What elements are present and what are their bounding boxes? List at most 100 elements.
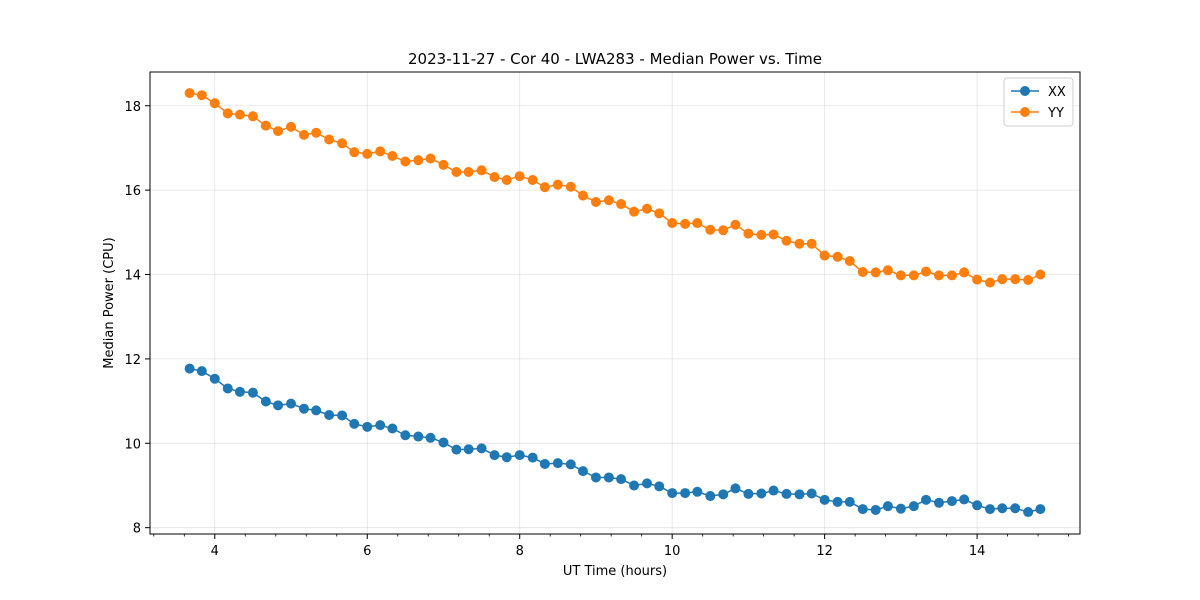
data-point-yy <box>730 219 741 230</box>
chart-title: 2023-11-27 - Cor 40 - LWA283 - Median Po… <box>408 50 822 68</box>
data-point-xx <box>908 501 919 512</box>
data-point-yy <box>705 224 716 235</box>
data-point-xx <box>337 410 348 421</box>
data-point-xx <box>590 472 601 483</box>
data-point-xx <box>895 503 906 514</box>
data-point-yy <box>565 181 576 192</box>
data-point-xx <box>234 386 245 397</box>
data-point-yy <box>209 98 220 109</box>
data-point-yy <box>1010 274 1021 285</box>
data-point-yy <box>654 208 665 219</box>
data-point-xx <box>451 444 462 455</box>
data-point-yy <box>196 90 207 101</box>
x-tick-label: 10 <box>664 544 681 559</box>
data-point-xx <box>629 480 640 491</box>
data-point-xx <box>959 494 970 505</box>
data-point-xx <box>489 450 500 461</box>
data-point-yy <box>577 190 588 201</box>
data-point-yy <box>451 166 462 177</box>
data-point-xx <box>209 373 220 384</box>
data-point-yy <box>260 120 271 131</box>
data-point-yy <box>616 199 627 210</box>
data-point-xx <box>362 421 373 432</box>
data-point-yy <box>387 150 398 161</box>
data-point-yy <box>552 179 563 190</box>
data-point-xx <box>413 431 424 442</box>
data-point-xx <box>972 500 983 511</box>
y-axis-label: Median Power (CPU) <box>102 237 117 368</box>
data-point-yy <box>1035 269 1046 280</box>
data-point-xx <box>476 443 487 454</box>
data-point-xx <box>552 458 563 469</box>
data-point-yy <box>857 266 868 277</box>
x-tick-label: 4 <box>211 544 219 559</box>
legend-marker-xx <box>1020 86 1030 96</box>
y-tick-label: 10 <box>124 437 141 452</box>
x-tick-label: 8 <box>516 544 524 559</box>
data-point-xx <box>882 501 893 512</box>
data-point-yy <box>184 88 195 99</box>
y-tick-label: 8 <box>133 522 141 537</box>
data-point-yy <box>933 270 944 281</box>
data-point-yy <box>311 127 322 138</box>
legend-marker-yy <box>1020 107 1030 117</box>
data-point-yy <box>819 250 830 261</box>
data-point-xx <box>1023 507 1034 518</box>
data-point-yy <box>273 126 284 137</box>
data-point-xx <box>768 485 779 496</box>
data-point-yy <box>692 218 703 229</box>
data-point-yy <box>844 256 855 267</box>
data-point-yy <box>603 195 614 206</box>
data-point-xx <box>680 488 691 499</box>
data-point-yy <box>972 274 983 285</box>
data-point-yy <box>413 155 424 166</box>
data-point-yy <box>501 175 512 186</box>
series-xx <box>184 363 1046 518</box>
data-point-xx <box>222 383 233 394</box>
data-point-xx <box>196 366 207 377</box>
data-point-yy <box>781 235 792 246</box>
data-point-yy <box>985 277 996 288</box>
legend-label-xx: XX <box>1048 85 1066 100</box>
data-point-yy <box>400 156 411 167</box>
data-point-yy <box>997 274 1008 285</box>
data-point-yy <box>298 129 309 140</box>
data-point-yy <box>882 265 893 276</box>
data-point-xx <box>654 481 665 492</box>
data-point-xx <box>819 494 830 505</box>
data-point-xx <box>857 504 868 515</box>
data-point-xx <box>667 488 678 499</box>
data-point-xx <box>705 491 716 502</box>
data-point-yy <box>667 218 678 229</box>
data-point-xx <box>603 472 614 483</box>
data-point-yy <box>806 238 817 249</box>
y-tick-label: 16 <box>124 184 141 199</box>
data-point-yy <box>527 175 538 186</box>
data-point-yy <box>680 218 691 229</box>
data-point-xx <box>921 494 932 505</box>
data-point-yy <box>514 171 525 182</box>
data-point-xx <box>286 398 297 409</box>
data-point-xx <box>527 452 538 463</box>
data-point-xx <box>933 497 944 508</box>
legend-label-yy: YY <box>1047 106 1064 121</box>
data-point-xx <box>844 496 855 507</box>
data-point-xx <box>501 452 512 463</box>
data-point-yy <box>908 270 919 281</box>
ticks: 4 6 8 10 12 14 8 10 12 14 16 18 <box>124 100 1069 559</box>
data-point-xx <box>946 496 957 507</box>
data-point-xx <box>1035 504 1046 515</box>
data-point-yy <box>438 159 449 170</box>
data-point-yy <box>375 146 386 157</box>
data-point-xx <box>1010 503 1021 514</box>
data-point-xx <box>642 478 653 489</box>
data-point-yy <box>895 270 906 281</box>
data-point-yy <box>756 229 767 240</box>
x-axis-label: UT Time (hours) <box>563 564 667 579</box>
data-point-yy <box>362 148 373 159</box>
data-point-yy <box>921 266 932 277</box>
y-tick-label: 14 <box>124 269 141 284</box>
data-point-xx <box>438 437 449 448</box>
data-point-xx <box>756 488 767 499</box>
